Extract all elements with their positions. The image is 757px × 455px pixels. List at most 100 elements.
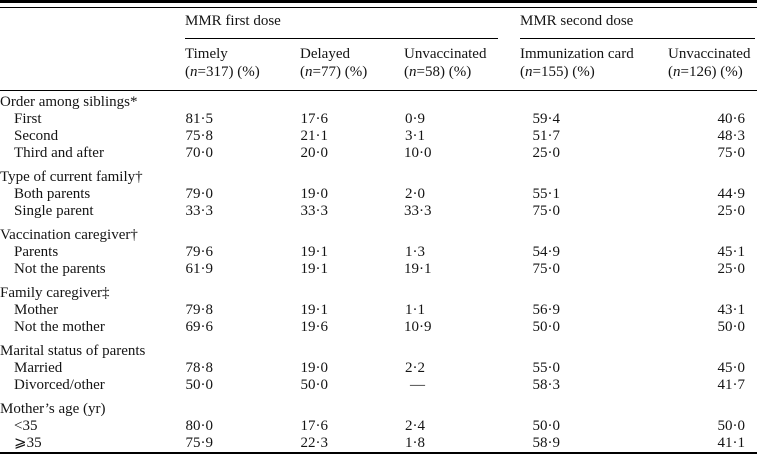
data-cell: — (410, 377, 425, 393)
column-sample-size: (n=317) (%) (185, 64, 260, 80)
section-header-row: Family caregiver‡ (0, 278, 757, 302)
data-cell: 19·0 (300, 360, 329, 376)
section-header-row: Vaccination caregiver† (0, 220, 757, 244)
table-row: Not the parents 61·9 19·1 19·1 75·0 25·0 (0, 261, 757, 278)
data-cell: 70·0 (185, 145, 214, 161)
data-cell: 19·6 (300, 319, 329, 335)
data-cell: 10·0 (404, 145, 432, 161)
table-row: <35 80·0 17·6 2·4 50·0 50·0 (0, 418, 757, 435)
section-header: Mother’s age (yr) (0, 401, 106, 417)
data-cell: 1·3 (405, 244, 425, 260)
row-label: Second (14, 128, 59, 144)
column-sample-size: (n=155) (%) (520, 64, 595, 80)
row-label: Not the parents (14, 261, 106, 277)
column-title: Timely (185, 46, 228, 62)
data-cell: 10·9 (404, 319, 432, 335)
section-header: Type of current family† (0, 169, 143, 185)
data-cell: 19·1 (300, 261, 329, 277)
column-sample-size: (n=58) (%) (404, 64, 472, 80)
section-header-row: Marital status of parents (0, 336, 757, 360)
data-cell: 50·0 (532, 319, 561, 335)
column-sample-size: (n=77) (%) (300, 64, 368, 80)
group-cell-mmr-first-dose: MMR first dose (185, 8, 520, 39)
table-row: ⩾35 75·9 22·3 1·8 58·9 41·1 (0, 435, 757, 453)
data-cell: 58·9 (532, 435, 561, 451)
section-header: Family caregiver‡ (0, 285, 110, 301)
row-label: Single parent (14, 203, 94, 219)
data-cell: 50·0 (300, 377, 329, 393)
row-label: Divorced/other (14, 377, 105, 393)
data-cell: 79·6 (185, 244, 214, 260)
row-label: Mother (14, 302, 59, 318)
data-cell: 75·0 (532, 203, 561, 219)
data-cell: 33·3 (185, 203, 214, 219)
column-sample-size: (n=126) (%) (668, 64, 743, 80)
column-header-delayed: Delayed (n=77) (%) (300, 39, 404, 91)
data-cell: 1·1 (405, 302, 425, 318)
data-cell: 50·0 (717, 418, 746, 434)
section-header-row: Mother’s age (yr) (0, 394, 757, 418)
data-cell: 75·9 (185, 435, 214, 451)
row-label: Not the mother (14, 319, 105, 335)
data-cell: 41·7 (717, 377, 746, 393)
data-cell: 79·0 (185, 186, 214, 202)
data-cell: 44·9 (717, 186, 746, 202)
data-cell: 61·9 (185, 261, 214, 277)
table-body: Order among siblings* First 81·5 17·6 0·9 59·… (0, 91, 757, 454)
data-cell: 0·9 (405, 111, 425, 127)
data-cell: 54·9 (532, 244, 561, 260)
data-cell: 50·0 (717, 319, 746, 335)
data-cell: 50·0 (185, 377, 214, 393)
group-underline-second-dose: MMR second dose (520, 8, 756, 39)
data-cell: 45·1 (717, 244, 746, 260)
data-cell: 81·5 (185, 111, 214, 127)
row-label: Third and after (14, 145, 104, 161)
data-cell: 45·0 (717, 360, 746, 376)
data-cell: 80·0 (185, 418, 214, 434)
data-cell: 3·1 (405, 128, 425, 144)
data-cell: 55·0 (532, 360, 561, 376)
data-cell: 20·0 (300, 145, 329, 161)
table-row: Married 78·8 19·0 2·2 55·0 45·0 (0, 360, 757, 377)
data-cell: 78·8 (185, 360, 214, 376)
vaccination-status-table: MMR first dose MMR second dose Timely (n=… (0, 7, 757, 454)
section-header: Marital status of parents (0, 343, 146, 359)
column-title: Delayed (300, 46, 350, 62)
row-label: ⩾35 (14, 435, 42, 451)
data-cell: 33·3 (300, 203, 329, 219)
table-row: Both parents 79·0 19·0 2·0 55·1 44·9 (0, 186, 757, 203)
data-cell: 43·1 (717, 302, 746, 318)
table-row: Divorced/other 50·0 50·0 — 58·3 41·7 (0, 377, 757, 394)
row-label: Married (14, 360, 63, 376)
data-cell: 75·8 (185, 128, 214, 144)
column-header-unvaccinated: Unvaccinated (n=58) (%) (404, 39, 520, 91)
data-cell: 17·6 (300, 418, 329, 434)
data-cell: 79·8 (185, 302, 214, 318)
table-row: Parents 79·6 19·1 1·3 54·9 45·1 (0, 244, 757, 261)
data-cell: 48·3 (717, 128, 746, 144)
column-header-timely: Timely (n=317) (%) (185, 39, 300, 91)
data-cell: 75·0 (532, 261, 561, 277)
data-cell: 55·1 (532, 186, 561, 202)
column-title: Immunization card (520, 46, 634, 62)
data-cell: 2·4 (405, 418, 425, 434)
data-cell: 51·7 (532, 128, 561, 144)
section-header-row: Type of current family† (0, 162, 757, 186)
data-cell: 19·1 (404, 261, 432, 277)
row-label: Parents (14, 244, 59, 260)
group-cell-mmr-second-dose: MMR second dose (520, 8, 757, 39)
data-cell: 21·1 (300, 128, 329, 144)
data-cell: 17·6 (300, 111, 329, 127)
data-cell: 1·8 (405, 435, 425, 451)
table-row: Third and after 70·0 20·0 10·0 25·0 75·0 (0, 145, 757, 162)
section-header: Vaccination caregiver† (0, 227, 138, 243)
data-cell: 25·0 (717, 261, 746, 277)
data-cell: 50·0 (532, 418, 561, 434)
row-label: Both parents (14, 186, 91, 202)
data-cell: 19·1 (300, 244, 329, 260)
stub-cell (0, 8, 185, 40)
row-label: First (14, 111, 42, 127)
column-group-row: MMR first dose MMR second dose (0, 8, 757, 40)
data-cell: 25·0 (532, 145, 561, 161)
column-group-label: MMR first dose (185, 13, 281, 29)
